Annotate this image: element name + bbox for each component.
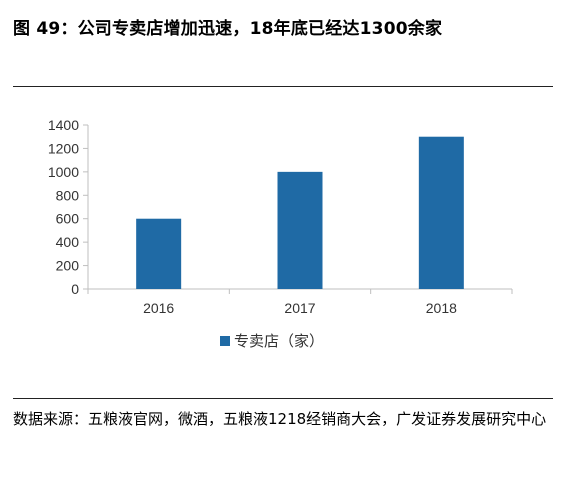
legend-swatch — [220, 336, 230, 346]
bar-2016 — [136, 218, 182, 289]
legend-label: 专卖店（家） — [234, 332, 324, 350]
source-divider — [13, 398, 553, 399]
title-divider — [13, 86, 553, 87]
bar-2018 — [418, 136, 464, 289]
source-note: 数据来源：五粮液官网，微酒，五粮液1218经销商大会，广发证券发展研究中心 — [13, 410, 547, 428]
y-tick-label: 800 — [56, 187, 80, 203]
y-tick-label: 0 — [71, 281, 79, 297]
x-tick-label: 2016 — [143, 300, 174, 316]
y-tick-label: 1000 — [48, 164, 79, 180]
bar-chart: 0 200 400 600 800 1000 1200 1400 2016 2017 2018 专卖店… — [48, 117, 513, 350]
x-tick-label: 2018 — [426, 300, 457, 316]
x-tick-label: 2017 — [284, 300, 315, 316]
y-tick-label: 400 — [56, 234, 80, 250]
bar-2017 — [277, 171, 323, 289]
figure-title: 图 49：公司专卖店增加迅速，18年底已经达1300余家 — [13, 19, 443, 39]
y-tick-label: 600 — [56, 211, 80, 227]
y-tick-label: 1400 — [48, 117, 79, 133]
y-tick-label: 1200 — [48, 140, 79, 156]
y-tick-label: 200 — [56, 258, 80, 274]
